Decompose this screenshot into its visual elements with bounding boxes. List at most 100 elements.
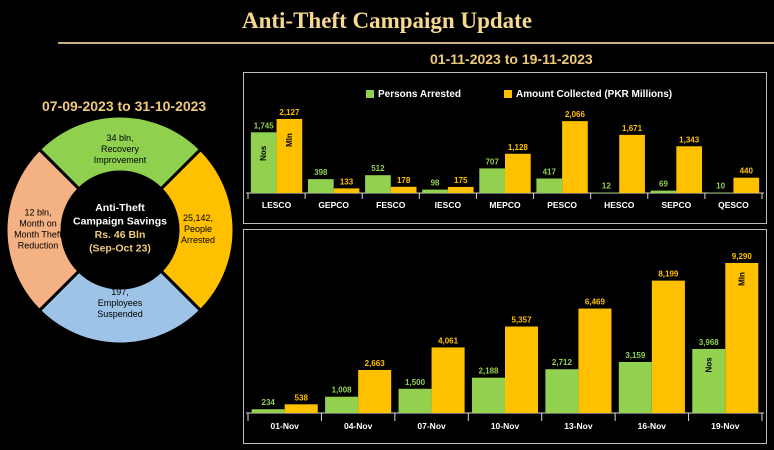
donut-segment-label: 34 bln, Recovery Improvement (94, 133, 147, 165)
bar-value-label: 5,357 (512, 316, 533, 325)
bar-amount-collected (284, 404, 318, 413)
bar-inner-label: Mln (285, 133, 294, 147)
x-tick-label: LESCO (262, 200, 292, 210)
bar-persons-arrested (593, 192, 620, 193)
bar-inner-label: Nos (259, 145, 268, 161)
bar-amount-collected (578, 308, 612, 413)
bar-value-label: 6,469 (585, 298, 606, 307)
bar-amount-collected (276, 119, 303, 193)
bar-value-label: 3,159 (625, 351, 646, 360)
bar-inner-label: Mln (737, 272, 746, 286)
bar-value-label: 707 (485, 157, 499, 166)
donut-segment-label: 197, Employees Suspended (97, 287, 143, 319)
legend-swatch (504, 90, 512, 98)
bar-persons-arrested (618, 361, 652, 413)
bar-value-label: 1,500 (405, 378, 426, 387)
bar-value-label: 8,199 (658, 270, 679, 279)
bar-value-label: 2,712 (552, 358, 573, 367)
bar-amount-collected (358, 370, 392, 413)
bar-persons-arrested (365, 175, 391, 193)
bar-persons-arrested (398, 388, 432, 413)
bar-amount-collected (390, 186, 417, 193)
bar-value-label: 178 (397, 176, 411, 185)
bar-value-label: 3,968 (699, 338, 720, 347)
bar-amount-collected (651, 280, 685, 413)
bar-inner-label: Nos (704, 357, 713, 373)
bar-value-label: 234 (262, 398, 276, 407)
x-tick-label: FESCO (376, 200, 406, 210)
bar-persons-arrested (536, 178, 563, 193)
bar-persons-arrested (650, 190, 677, 193)
x-tick-label: MEPCO (489, 200, 521, 210)
bar-persons-arrested (250, 132, 277, 193)
bar-persons-arrested (479, 168, 505, 193)
bar-amount-collected (505, 326, 539, 413)
bar-value-label: 10 (716, 182, 725, 191)
x-tick-label: QESCO (718, 200, 749, 210)
bar-persons-arrested (471, 377, 505, 413)
bar-value-label: 398 (314, 168, 328, 177)
bar-persons-arrested (422, 189, 448, 193)
bar-value-label: 1,128 (508, 143, 529, 152)
bar-value-label: 512 (371, 164, 385, 173)
bar-value-label: 69 (659, 180, 668, 189)
x-tick-label: IESCO (435, 200, 462, 210)
bar-value-label: 98 (431, 179, 440, 188)
bar-value-label: 2,127 (279, 108, 300, 117)
bar-amount-collected (505, 153, 531, 193)
donut-segment-label: 12 bln, Month on Month Theft Reduction (14, 208, 62, 251)
x-tick-label: HESCO (604, 200, 635, 210)
bar-value-label: 175 (454, 176, 468, 185)
bar-value-label: 538 (295, 393, 309, 402)
title-divider (58, 42, 774, 44)
bar-amount-collected (676, 146, 703, 193)
legend-label: Persons Arrested (378, 89, 461, 100)
donut-hole (62, 172, 178, 288)
daily-bar-chart: 234 538 01-Nov 1,008 2,663 04-Nov 1,500 4,061 07… (246, 252, 764, 431)
x-tick-label: GEPCO (318, 200, 349, 210)
discos-chart-panel: Nos 1,745 Mln 2,127 LESCO 398 133 GEPCO 512 178 FE… (243, 72, 767, 224)
bar-amount-collected (725, 263, 759, 413)
bar-persons-arrested (251, 409, 285, 413)
x-tick-label: 01-Nov (271, 421, 300, 431)
date-range-nov: 01-11-2023 to 19-11-2023 (430, 51, 593, 67)
bar-amount-collected (619, 134, 645, 193)
x-tick-label: 16-Nov (638, 421, 667, 431)
bar-value-label: 1,008 (332, 386, 353, 395)
bar-amount-collected (733, 177, 760, 193)
bar-value-label: 1,745 (254, 121, 275, 130)
x-tick-label: 10-Nov (491, 421, 520, 431)
bar-value-label: 133 (340, 177, 354, 186)
bar-value-label: 1,343 (679, 135, 700, 144)
donut-segment-label: 25,142, People Arrested (181, 213, 215, 245)
bar-value-label: 12 (602, 182, 611, 191)
daily-chart-panel: 234 538 01-Nov 1,008 2,663 04-Nov 1,500 4,061 07… (243, 229, 767, 444)
bar-value-label: 2,066 (565, 110, 586, 119)
bar-value-label: 440 (740, 167, 754, 176)
discos-bar-chart: Nos 1,745 Mln 2,127 LESCO 398 133 GEPCO 512 178 FE… (246, 89, 764, 210)
bar-persons-arrested (545, 369, 579, 413)
bar-amount-collected (431, 347, 465, 413)
bar-persons-arrested (325, 396, 359, 413)
date-range-sep-oct: 07-09-2023 to 31-10-2023 (42, 98, 207, 114)
bar-persons-arrested (692, 348, 726, 413)
page-title: Anti-Theft Campaign Update (241, 8, 533, 33)
x-tick-label: PESCO (547, 200, 577, 210)
bar-amount-collected (447, 186, 474, 193)
bar-value-label: 9,290 (732, 252, 753, 261)
x-tick-label: 04-Nov (344, 421, 373, 431)
bar-value-label: 4,061 (438, 336, 459, 345)
bar-persons-arrested (707, 192, 734, 193)
bar-value-label: 1,671 (622, 124, 643, 133)
x-tick-label: SEPCO (661, 200, 691, 210)
legend-label: Amount Collected (PKR Millions) (516, 89, 672, 100)
savings-donut-chart: 34 bln, Recovery Improvement 25,142, People A… (4, 115, 236, 345)
bar-amount-collected (562, 121, 588, 193)
bar-value-label: 2,188 (478, 367, 499, 376)
bar-amount-collected (333, 188, 360, 193)
bar-persons-arrested (307, 179, 334, 193)
x-tick-label: 07-Nov (417, 421, 446, 431)
bar-value-label: 417 (543, 167, 557, 176)
legend-swatch (366, 90, 374, 98)
bar-value-label: 2,663 (365, 359, 386, 368)
